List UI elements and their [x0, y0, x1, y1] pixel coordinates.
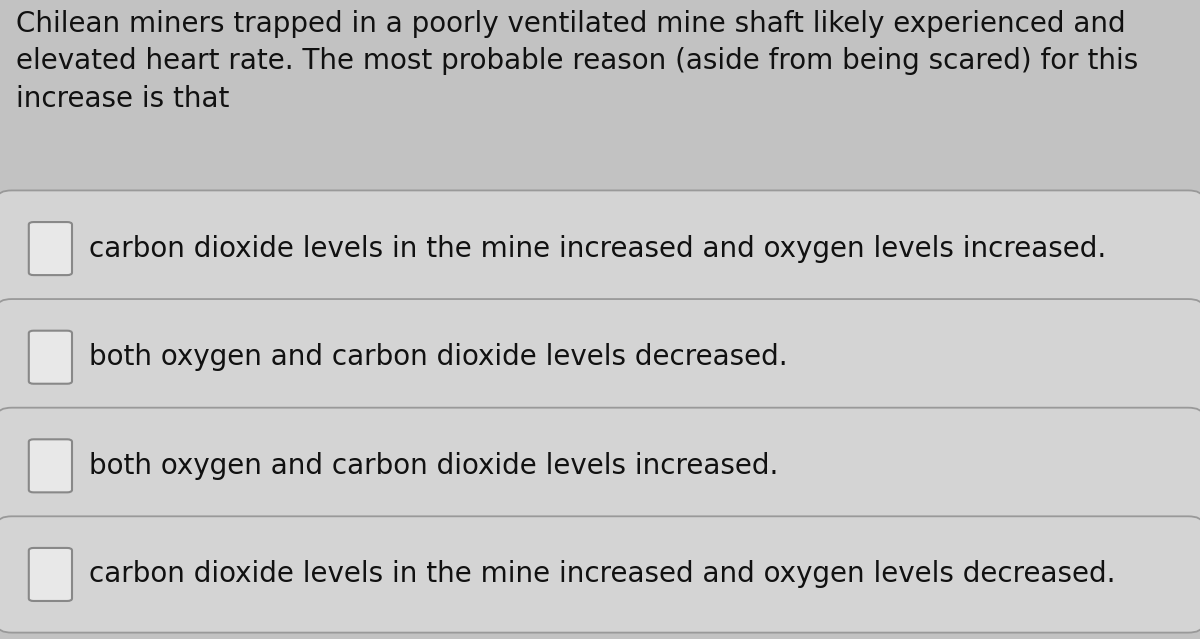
Text: both oxygen and carbon dioxide levels decreased.: both oxygen and carbon dioxide levels de… — [89, 343, 787, 371]
FancyBboxPatch shape — [29, 440, 72, 493]
FancyBboxPatch shape — [0, 190, 1200, 307]
FancyBboxPatch shape — [29, 548, 72, 601]
FancyBboxPatch shape — [29, 222, 72, 275]
FancyBboxPatch shape — [0, 516, 1200, 633]
FancyBboxPatch shape — [0, 408, 1200, 524]
FancyBboxPatch shape — [0, 299, 1200, 415]
Text: carbon dioxide levels in the mine increased and oxygen levels decreased.: carbon dioxide levels in the mine increa… — [89, 560, 1115, 589]
FancyBboxPatch shape — [29, 331, 72, 383]
Text: Chilean miners trapped in a poorly ventilated mine shaft likely experienced and
: Chilean miners trapped in a poorly venti… — [16, 10, 1138, 113]
Text: both oxygen and carbon dioxide levels increased.: both oxygen and carbon dioxide levels in… — [89, 452, 778, 480]
Text: carbon dioxide levels in the mine increased and oxygen levels increased.: carbon dioxide levels in the mine increa… — [89, 235, 1106, 263]
